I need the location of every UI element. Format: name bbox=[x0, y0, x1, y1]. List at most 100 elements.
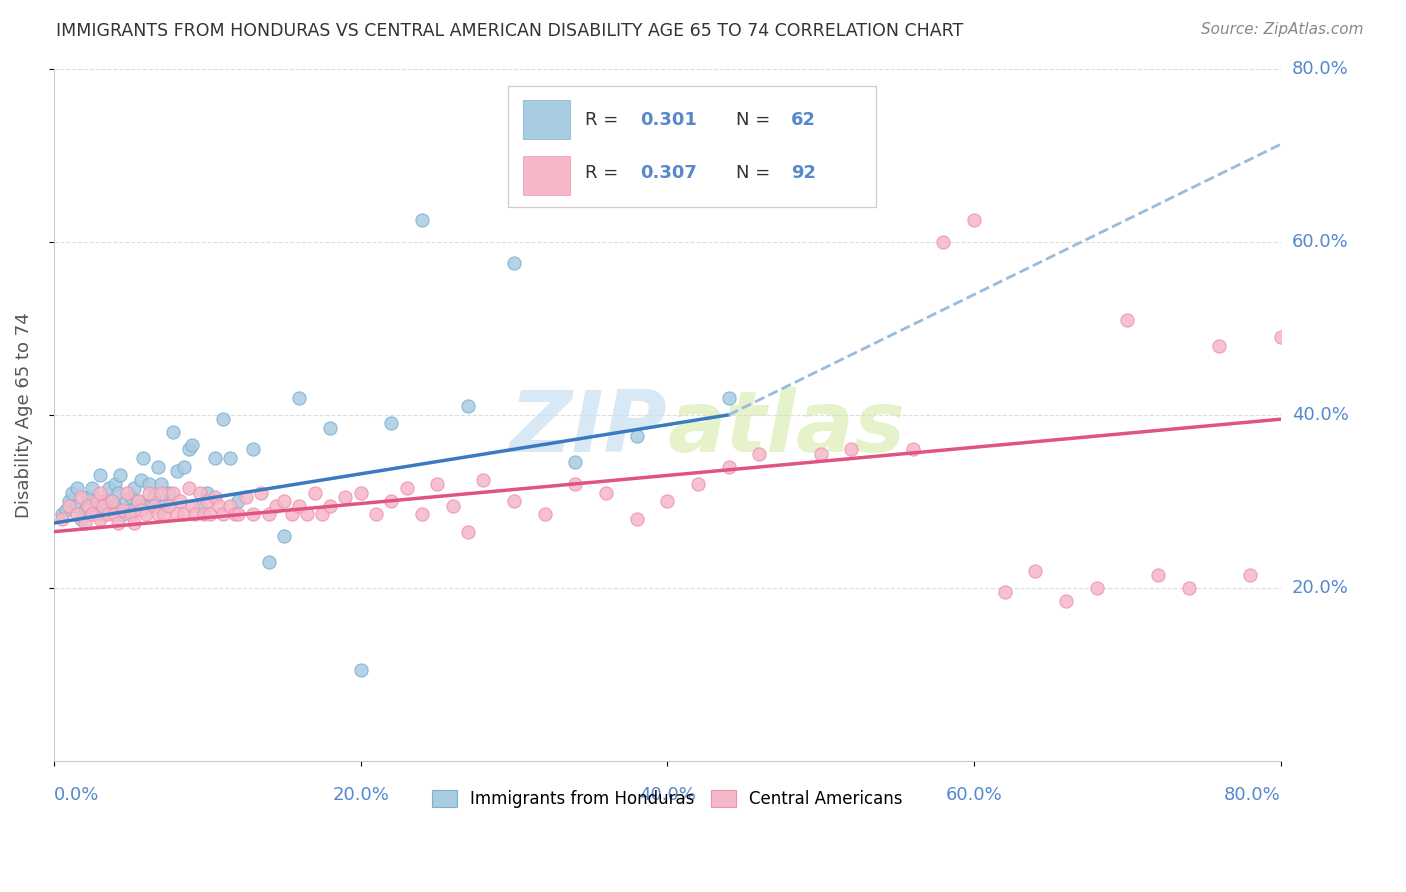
Point bbox=[457, 524, 479, 539]
Point bbox=[122, 482, 145, 496]
Text: 0.0%: 0.0% bbox=[53, 786, 100, 804]
Point bbox=[120, 508, 142, 522]
Point bbox=[250, 485, 273, 500]
Point bbox=[135, 499, 157, 513]
Point bbox=[441, 499, 464, 513]
Point bbox=[96, 499, 118, 513]
Point bbox=[55, 503, 77, 517]
Point bbox=[104, 508, 127, 522]
Point bbox=[204, 451, 226, 466]
Point bbox=[364, 508, 387, 522]
Point bbox=[82, 508, 104, 522]
Point bbox=[748, 447, 770, 461]
Point bbox=[173, 508, 195, 522]
Point bbox=[177, 442, 200, 457]
Point bbox=[173, 459, 195, 474]
Point bbox=[129, 503, 152, 517]
Point bbox=[595, 485, 617, 500]
Point bbox=[224, 508, 246, 522]
Point bbox=[195, 485, 218, 500]
Point bbox=[120, 490, 142, 504]
Point bbox=[841, 442, 863, 457]
Point bbox=[89, 512, 111, 526]
Legend: Immigrants from Honduras, Central Americans: Immigrants from Honduras, Central Americ… bbox=[425, 783, 910, 815]
Point bbox=[411, 213, 433, 227]
Point bbox=[86, 494, 108, 508]
Point bbox=[204, 490, 226, 504]
Point bbox=[195, 494, 218, 508]
Point bbox=[157, 499, 180, 513]
Point bbox=[1301, 347, 1323, 361]
Point bbox=[89, 499, 111, 513]
Point bbox=[111, 503, 134, 517]
Point bbox=[280, 508, 302, 522]
Point bbox=[91, 499, 114, 513]
Point bbox=[657, 494, 679, 508]
Text: atlas: atlas bbox=[668, 387, 905, 470]
Point bbox=[107, 485, 129, 500]
Point bbox=[122, 516, 145, 530]
Point bbox=[132, 451, 155, 466]
Point bbox=[169, 494, 191, 508]
Point bbox=[66, 482, 89, 496]
Point bbox=[304, 485, 326, 500]
Text: 80.0%: 80.0% bbox=[1225, 786, 1281, 804]
Point bbox=[142, 490, 165, 504]
Text: 20.0%: 20.0% bbox=[1292, 579, 1348, 597]
Point bbox=[717, 391, 740, 405]
Point bbox=[104, 477, 127, 491]
Point bbox=[153, 499, 176, 513]
Point bbox=[76, 499, 98, 513]
Point bbox=[335, 490, 357, 504]
Point bbox=[717, 459, 740, 474]
Point bbox=[188, 499, 211, 513]
Point bbox=[193, 508, 215, 522]
Point bbox=[208, 499, 231, 513]
Point bbox=[89, 468, 111, 483]
Point bbox=[211, 508, 233, 522]
Point bbox=[349, 485, 371, 500]
Point bbox=[457, 399, 479, 413]
Point bbox=[180, 499, 202, 513]
Point bbox=[138, 485, 160, 500]
Point bbox=[129, 473, 152, 487]
Point bbox=[226, 494, 249, 508]
Point bbox=[264, 499, 287, 513]
Point bbox=[1147, 568, 1170, 582]
Point bbox=[564, 477, 586, 491]
Point bbox=[564, 455, 586, 469]
Point bbox=[162, 485, 184, 500]
Point bbox=[380, 494, 402, 508]
Point bbox=[295, 508, 318, 522]
Point bbox=[932, 235, 955, 249]
Point bbox=[288, 391, 311, 405]
Point bbox=[503, 494, 526, 508]
Point bbox=[120, 503, 142, 517]
Point bbox=[58, 494, 80, 508]
Point bbox=[139, 499, 162, 513]
Point bbox=[242, 442, 264, 457]
Text: 40.0%: 40.0% bbox=[638, 786, 696, 804]
Point bbox=[180, 438, 202, 452]
Point bbox=[1270, 330, 1292, 344]
Point bbox=[472, 473, 495, 487]
Point bbox=[153, 508, 176, 522]
Point bbox=[91, 494, 114, 508]
Text: Source: ZipAtlas.com: Source: ZipAtlas.com bbox=[1201, 22, 1364, 37]
Point bbox=[66, 499, 89, 513]
Point bbox=[901, 442, 924, 457]
Point bbox=[273, 494, 295, 508]
Point bbox=[626, 512, 648, 526]
Point bbox=[162, 425, 184, 439]
Point bbox=[226, 508, 249, 522]
Point bbox=[104, 499, 127, 513]
Point bbox=[963, 213, 986, 227]
Point bbox=[166, 508, 188, 522]
Point bbox=[58, 499, 80, 513]
Point bbox=[319, 499, 342, 513]
Point bbox=[101, 494, 124, 508]
Point bbox=[349, 663, 371, 677]
Point bbox=[51, 512, 73, 526]
Point bbox=[380, 417, 402, 431]
Point bbox=[166, 464, 188, 478]
